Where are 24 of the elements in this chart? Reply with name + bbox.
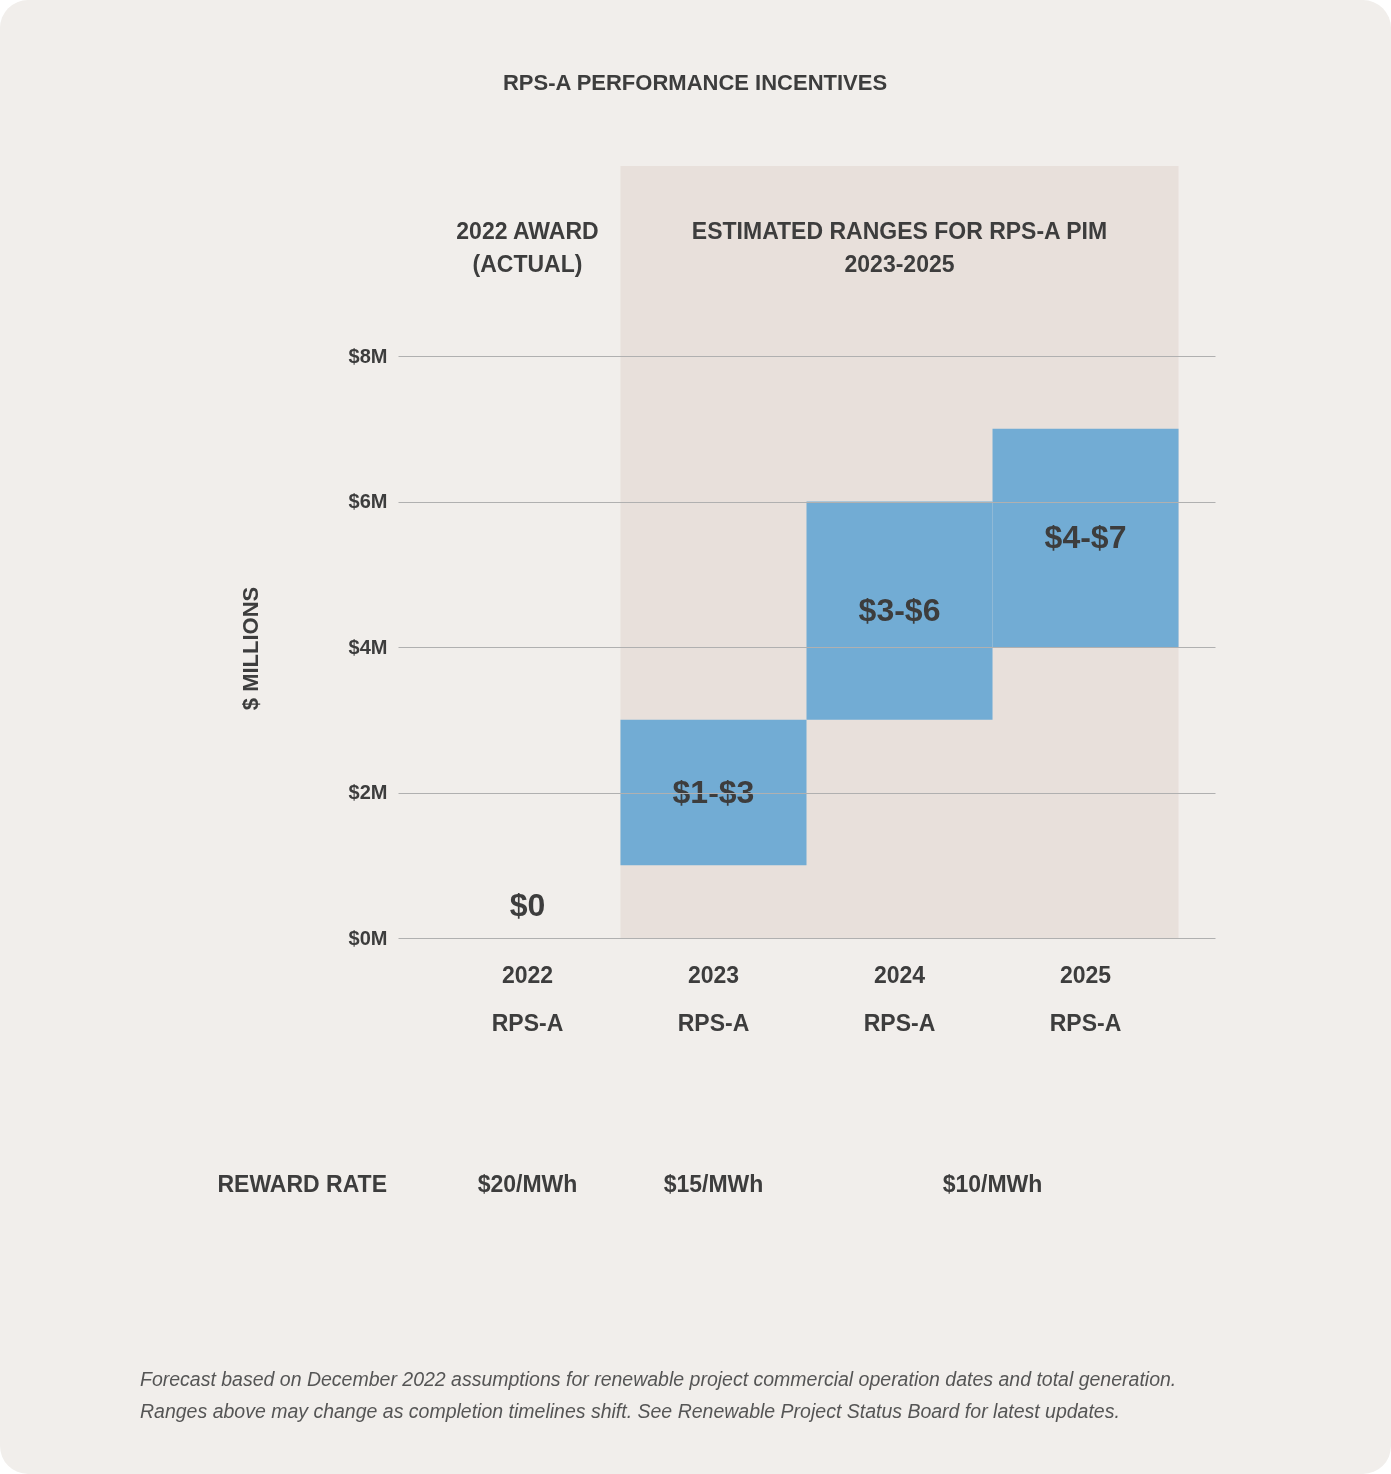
band-label: ESTIMATED RANGES FOR RPS-A PIM 2023-2025 (691, 218, 1108, 277)
y-tick-label: $4M (348, 635, 388, 658)
data-label: $3-$6 (858, 591, 941, 628)
data-label: $4-$7 (1044, 518, 1127, 555)
x-tick-label: 2024 RPS-A (863, 961, 936, 1036)
chart-title: RPS-A PERFORMANCE INCENTIVES (502, 70, 888, 95)
y-tick-label: $2M (348, 781, 388, 803)
x-tick-label: 2025 RPS-A (1049, 961, 1122, 1036)
text: $20/MWh (477, 1171, 578, 1197)
x-tick-label: 2022 RPS-A (491, 961, 564, 1036)
data-label: $0 (509, 887, 546, 923)
data-label: $1-$3 (672, 773, 755, 810)
text: 2022 AWARD (ACTUAL) (456, 218, 599, 277)
y-tick-label: $8M (348, 344, 388, 367)
bar (620, 719, 807, 866)
x-tick-label: 2023 RPS-A (677, 961, 750, 1036)
y-axis-title: $ MILLIONS (237, 586, 263, 711)
y-tick-label: $0M (348, 926, 388, 949)
text: Ranges above may change as completion timelines shift. See Renewable Project Status Board for latest updates. (140, 1400, 1120, 1422)
y-tick-label: $6M (348, 490, 388, 512)
text: Forecast based on December 2022 assumptions for renewable project commercial operation dates and total generation. (140, 1368, 1177, 1390)
text: $10/MWh (942, 1171, 1043, 1197)
text: REWARD RATE (217, 1171, 387, 1197)
text: $15/MWh (663, 1171, 764, 1197)
